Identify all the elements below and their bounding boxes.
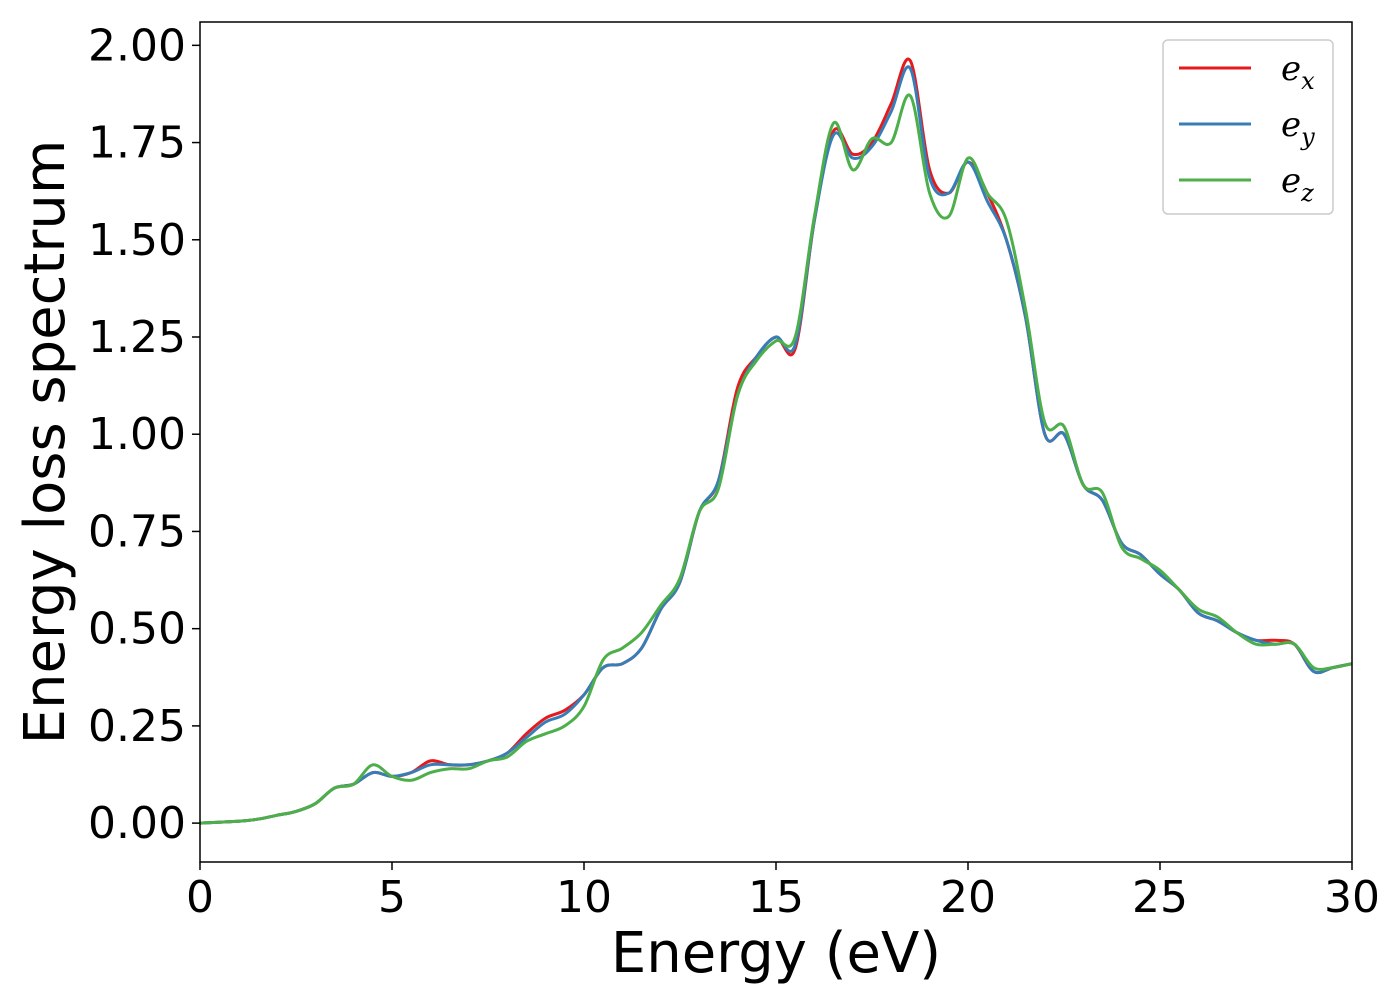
y-tick-label: 1.50: [88, 215, 186, 266]
x-tick-label: 25: [1132, 872, 1188, 923]
x-axis-ticks: 0 5 10 15 20 25 30: [186, 862, 1380, 923]
legend-label-subscript: z: [1300, 179, 1314, 207]
y-tick-label: 0.75: [88, 506, 186, 557]
legend-label-z: ez: [1281, 161, 1314, 207]
legend-label-subscript: x: [1301, 67, 1315, 95]
legend-label-x: ex: [1281, 49, 1315, 95]
x-tick-label: 30: [1324, 872, 1380, 923]
y-tick-label: 0.50: [88, 604, 186, 655]
y-axis-ticks: 0.00 0.25 0.50 0.75 1.00 1.25 1.50 1.75 2.00: [88, 20, 200, 849]
y-tick-label: 1.25: [88, 312, 186, 363]
legend-label-subscript: y: [1300, 123, 1315, 151]
y-tick-label: 1.00: [88, 409, 186, 460]
legend-label-base: e: [1281, 105, 1301, 145]
x-tick-label: 15: [748, 872, 804, 923]
legend-label-y: ey: [1281, 105, 1315, 151]
x-tick-label: 0: [186, 872, 214, 923]
y-tick-label: 1.75: [88, 118, 186, 169]
series-layer: [200, 57, 1352, 825]
x-tick-label: 10: [556, 872, 612, 923]
x-tick-label: 5: [378, 872, 406, 923]
y-axis-title: Energy loss spectrum: [13, 140, 78, 745]
legend-box: [1162, 39, 1334, 215]
x-axis-title: Energy (eV): [611, 921, 941, 986]
series-line-z: [200, 93, 1352, 825]
y-tick-label: 0.25: [88, 701, 186, 752]
legend-label-base: e: [1281, 161, 1301, 201]
y-tick-label: 0.00: [88, 798, 186, 849]
y-tick-label: 2.00: [88, 20, 186, 71]
x-tick-label: 20: [940, 872, 996, 923]
legend-label-base: e: [1281, 49, 1301, 89]
series-line-y: [200, 65, 1352, 825]
